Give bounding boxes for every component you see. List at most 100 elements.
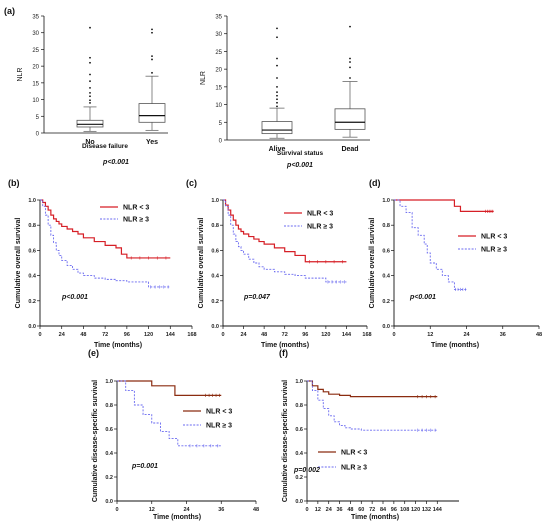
y-tick-label: 25 <box>32 48 39 54</box>
y-tick-label: 0.6 <box>105 427 113 433</box>
y-tick-label: 0.8 <box>382 223 390 229</box>
legend-label: NLR < 3 <box>481 234 507 241</box>
y-tick-label: 0.8 <box>28 223 36 229</box>
km-plot-d: 0.0 0.2 0.4 0.6 0.8 1.0 0 12 24 36 48 Cumulative ov… <box>369 198 542 349</box>
legend-label: NLR ≥ 3 <box>123 217 149 224</box>
y-tick-label: 0.4 <box>382 274 391 280</box>
x-axis-label: Time (months) <box>431 342 479 349</box>
panel-label-e: (e) <box>88 348 99 358</box>
survival-curve-nlr-high <box>223 199 347 283</box>
y-tick-label: 5 <box>219 121 223 127</box>
y-tick-label: 0.2 <box>382 299 390 305</box>
category-label: No <box>85 139 94 146</box>
x-tick-label: 48 <box>347 507 353 513</box>
x-tick-label: 60 <box>358 507 364 513</box>
y-tick-label: 0.0 <box>295 499 303 505</box>
legend-label: NLR < 3 <box>123 205 149 212</box>
x-tick-label: 108 <box>400 507 409 513</box>
y-tick-label: 0.6 <box>28 248 36 254</box>
survival-curve-nlr-low <box>394 199 494 212</box>
panel-label-d: (d) <box>369 178 381 188</box>
y-tick-label: 5 <box>36 115 40 121</box>
x-axis-label: Disease failure <box>82 143 128 150</box>
y-tick-label: 0.2 <box>211 299 219 305</box>
x-tick-label: 24 <box>326 507 333 513</box>
y-tick-label: 10 <box>215 103 222 109</box>
x-tick-label: 36 <box>500 332 506 338</box>
x-tick-label: 120 <box>321 332 330 338</box>
outlier-point <box>89 95 91 98</box>
y-tick-label: 1.0 <box>211 198 219 204</box>
x-tick-label: 96 <box>124 332 130 338</box>
outlier-point <box>349 77 351 79</box>
legend-label: NLR < 3 <box>307 211 333 218</box>
x-tick-label: 0 <box>221 332 224 338</box>
x-tick-label: 168 <box>362 332 371 338</box>
x-tick-label: 24 <box>59 332 66 338</box>
y-axis-label: Cumulative overall survival <box>198 218 205 309</box>
boxplot-a1: 0 5 10 15 20 25 30 35 NLR No Yes Disease failure p<0… <box>17 15 168 166</box>
y-axis-label: Cumulative overall survival <box>15 218 22 309</box>
y-axis-label: Cumulative disease-specific survival <box>282 380 289 502</box>
x-axis-label: Time (months) <box>153 514 201 521</box>
outlier-point <box>276 85 278 88</box>
outlier-point <box>151 55 153 58</box>
outlier-point <box>276 98 278 101</box>
panel-label-f: (f) <box>279 348 288 358</box>
x-tick-label: 144 <box>342 332 352 338</box>
x-tick-label: 12 <box>427 332 433 338</box>
p-value: p=0.002 <box>293 467 320 474</box>
p-value: p<0.001 <box>409 294 436 301</box>
outlier-point <box>89 73 91 76</box>
y-tick-label: 0.2 <box>295 475 303 481</box>
box-dead <box>334 108 366 130</box>
x-tick-label: 48 <box>253 507 259 513</box>
y-tick-label: 0.6 <box>295 427 303 433</box>
y-tick-label: 0.4 <box>295 451 304 457</box>
y-tick-label: 0.0 <box>382 324 390 330</box>
y-tick-label: 20 <box>32 65 39 71</box>
survival-curve-nlr-high <box>117 380 222 447</box>
y-tick-label: 1.0 <box>295 379 303 385</box>
x-tick-label: 120 <box>411 507 420 513</box>
x-tick-label: 24 <box>183 507 190 513</box>
y-axis-label: NLR <box>17 67 24 81</box>
panel-label-a: (a) <box>4 6 15 16</box>
y-tick-label: 0.4 <box>211 274 220 280</box>
survival-curve-nlr-high <box>40 199 171 288</box>
panel-label-b: (b) <box>8 178 20 188</box>
outlier-point <box>151 31 153 34</box>
x-tick-label: 0 <box>392 332 395 338</box>
boxplot-a2: 0 5 10 15 20 25 30 35 NLR Alive Dead Survival statu… <box>200 15 370 169</box>
category-label: Alive <box>269 146 286 153</box>
y-tick-label: 0.2 <box>28 299 36 305</box>
y-tick-label: 0.4 <box>105 451 114 457</box>
category-label: Yes <box>146 139 158 146</box>
x-tick-label: 48 <box>80 332 86 338</box>
x-axis-label: Time (months) <box>94 342 142 349</box>
survival-curve-nlr-low <box>117 380 222 396</box>
y-tick-label: 0.6 <box>382 248 390 254</box>
x-axis-label: Survival status <box>277 150 324 157</box>
x-tick-label: 96 <box>391 507 397 513</box>
y-tick-label: 25 <box>215 50 222 56</box>
x-tick-label: 84 <box>380 507 387 513</box>
outlier-point <box>89 56 91 59</box>
legend-label: NLR < 3 <box>206 409 232 416</box>
y-tick-label: 0.0 <box>105 499 113 505</box>
x-tick-label: 36 <box>337 507 343 513</box>
x-tick-label: 72 <box>282 332 288 338</box>
category-label: Dead <box>341 146 358 153</box>
legend-label: NLR ≥ 3 <box>307 224 333 231</box>
y-tick-label: 0 <box>219 139 223 145</box>
box-yes <box>138 103 166 123</box>
outlier-point <box>89 26 91 29</box>
y-tick-label: 30 <box>32 31 39 37</box>
km-plot-b: 0.0 0.2 0.4 0.6 0.8 1.0 0 24 48 72 96 120 144 168 Cumu… <box>15 198 197 349</box>
y-tick-label: 1.0 <box>382 198 390 204</box>
x-tick-label: 144 <box>433 507 443 513</box>
x-tick-label: 120 <box>144 332 153 338</box>
x-tick-label: 0 <box>38 332 41 338</box>
box-no <box>76 119 104 128</box>
